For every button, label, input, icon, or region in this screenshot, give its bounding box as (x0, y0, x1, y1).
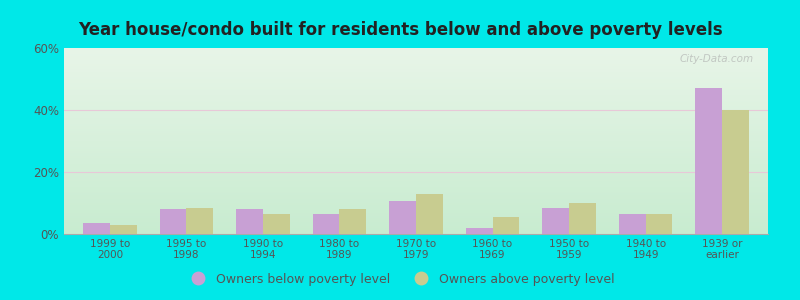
Bar (186, 208, 214, 234)
Bar (466, 228, 493, 234)
Bar (493, 217, 519, 234)
Bar (416, 194, 442, 234)
Bar (722, 110, 749, 234)
Bar (83, 223, 110, 234)
Bar (236, 209, 263, 234)
Bar (390, 202, 416, 234)
Bar (569, 203, 596, 234)
Bar (313, 214, 339, 234)
Text: City-Data.com: City-Data.com (680, 54, 754, 64)
Bar (695, 88, 722, 234)
Bar (160, 209, 186, 234)
Bar (339, 209, 366, 234)
Bar (618, 214, 646, 234)
Bar (110, 225, 137, 234)
Bar (542, 208, 569, 234)
Legend: Owners below poverty level, Owners above poverty level: Owners below poverty level, Owners above… (181, 268, 619, 291)
Text: Year house/condo built for residents below and above poverty levels: Year house/condo built for residents bel… (78, 21, 722, 39)
Bar (263, 214, 290, 234)
Bar (646, 214, 672, 234)
